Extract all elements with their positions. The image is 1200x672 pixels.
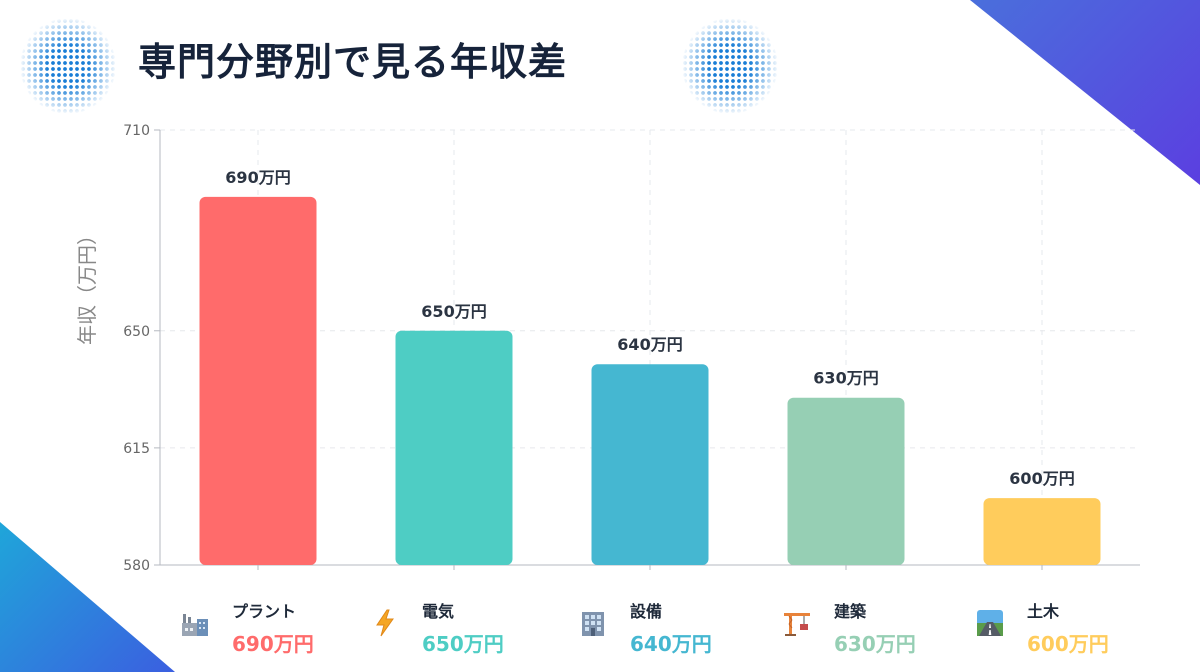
legend-item-construction: 建築 630万円 (782, 590, 972, 660)
page-title: 専門分野別で見る年収差 (138, 40, 568, 84)
bar-equipment (591, 364, 709, 565)
legend-label: 建築 (834, 602, 867, 621)
y-tick-label: 615 (123, 441, 150, 457)
crane-icon (782, 608, 812, 638)
bar-civil (983, 498, 1101, 565)
bar-value-label: 650万円 (421, 302, 486, 321)
legend-item-civil: 土木 600万円 (975, 590, 1165, 660)
bar-value-label: 640万円 (617, 335, 682, 354)
legend-value: 650万円 (422, 632, 504, 656)
bar-value-label: 690万円 (225, 168, 290, 187)
y-axis-label: 年収（万円） (75, 225, 99, 345)
bar-plant (199, 196, 317, 565)
halftone-dots-right (682, 18, 778, 114)
y-tick-label: 710 (123, 123, 150, 139)
factory-icon (180, 608, 210, 638)
legend-value: 640万円 (630, 632, 712, 656)
legend-item-equipment: 設備 640万円 (578, 590, 768, 660)
halftone-dots-left (20, 18, 116, 114)
legend-value: 690万円 (232, 632, 314, 656)
legend: プラント 690万円 電気 650万円 設備 (0, 590, 1200, 660)
legend-item-plant: プラント 690万円 (180, 590, 370, 660)
legend-label: 電気 (422, 602, 455, 621)
legend-label: プラント (232, 602, 297, 621)
y-tick-label: 580 (123, 558, 150, 574)
legend-label: 設備 (630, 602, 663, 621)
bar-value-label: 600万円 (1009, 469, 1074, 488)
lightning-icon (370, 608, 400, 638)
office-building-icon (578, 608, 608, 638)
bar-electric (395, 330, 513, 565)
road-icon (975, 608, 1005, 638)
bar-construction (787, 397, 905, 565)
legend-value: 630万円 (834, 632, 916, 656)
bar-chart: 580 615 650 710 年収（万円） 690万円 650万円 640万円 630万円 60… (75, 123, 1140, 574)
legend-item-electric: 電気 650万円 (370, 590, 560, 660)
y-tick-label: 650 (123, 324, 150, 340)
legend-value: 600万円 (1027, 632, 1109, 656)
bar-value-label: 630万円 (813, 369, 878, 388)
legend-label: 土木 (1027, 602, 1060, 621)
